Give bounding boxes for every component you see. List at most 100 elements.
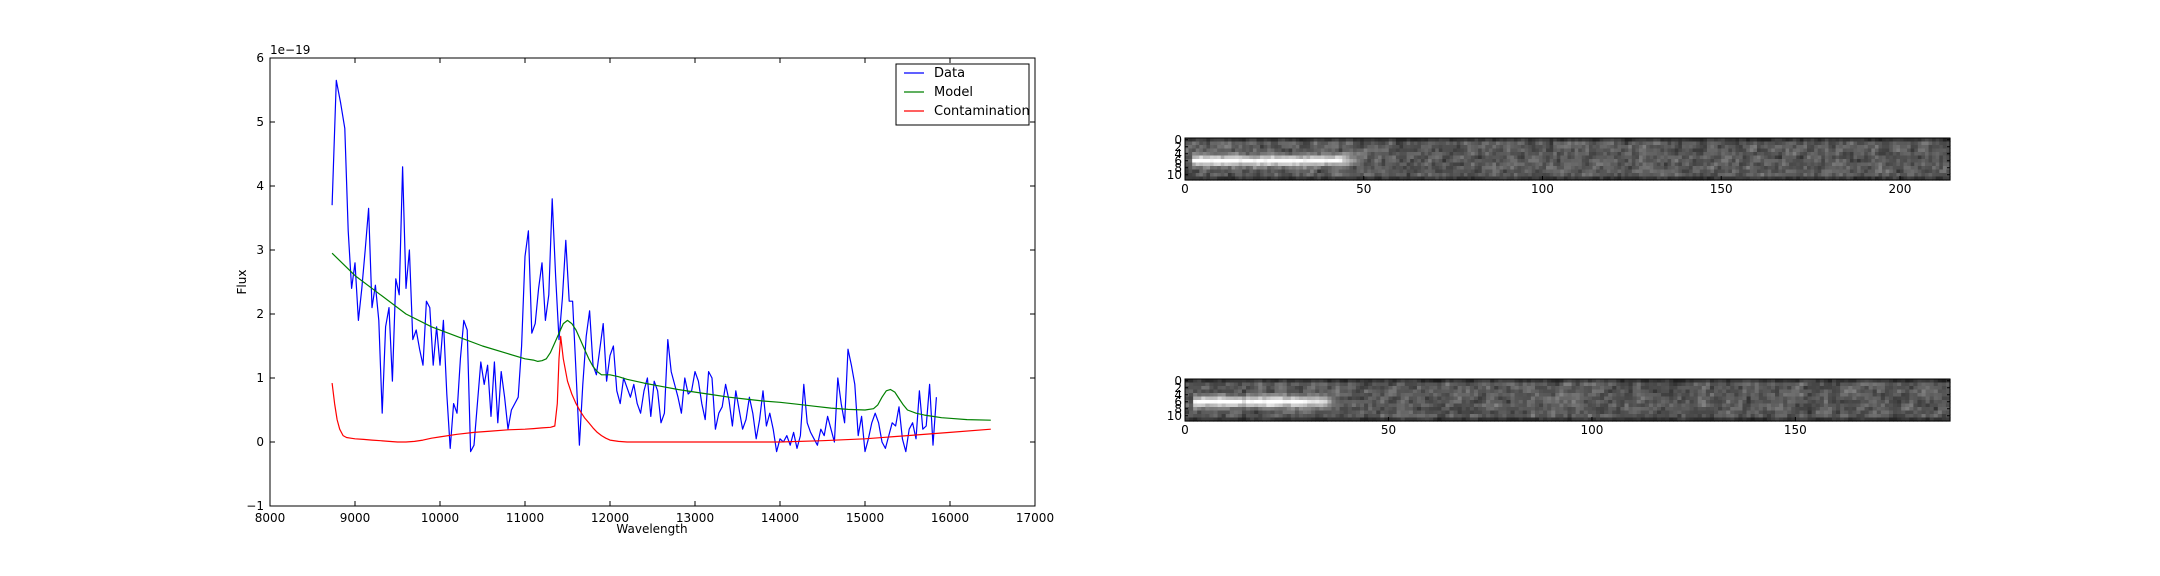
img2-pixel (1559, 417, 1565, 422)
img2-pixel (1502, 393, 1508, 398)
img1-pixel (1846, 166, 1851, 171)
img1-pixel (1814, 155, 1819, 160)
img2-pixel (1844, 410, 1849, 415)
img2-pixel (1941, 417, 1947, 422)
img2-pixel (1941, 389, 1947, 394)
img1-pixel (1717, 173, 1722, 178)
img1-pixel (1617, 141, 1622, 146)
img1-pixel (1899, 155, 1905, 160)
img1-pixel (1724, 166, 1729, 171)
img2-pixel (1343, 386, 1349, 391)
img2-pixel (1823, 382, 1829, 387)
img1-pixel (1220, 148, 1225, 153)
bottom-image-pixels (1185, 379, 1951, 422)
img1-pixel (1803, 138, 1808, 143)
img2-pixel (1559, 403, 1565, 408)
img1-pixel (1796, 159, 1801, 164)
img1-pixel (1302, 145, 1308, 150)
img1-pixel (1274, 148, 1279, 153)
img1-pixel (1631, 159, 1637, 164)
img1-pixel (1453, 141, 1458, 146)
img1-pixel (1252, 148, 1258, 153)
img2-pixel (1587, 386, 1593, 391)
img1-pixel (1410, 162, 1415, 167)
img2-pixel (1441, 417, 1447, 422)
img1-pixel (1227, 166, 1233, 171)
img2-pixel (1384, 396, 1390, 401)
img2-x-tick-label: 100 (1580, 423, 1603, 437)
img1-y-tick-label: 8 (1174, 161, 1182, 175)
img1-pixel (1799, 166, 1805, 171)
img2-pixel (1522, 382, 1528, 387)
img2-pixel (1217, 393, 1223, 398)
img1-pixel (1656, 159, 1662, 164)
img1-pixel (1639, 169, 1644, 174)
img2-pixel (1701, 400, 1707, 405)
img1-pixel (1363, 155, 1368, 160)
img1-pixel (1503, 166, 1508, 171)
img1-pixel (1889, 169, 1894, 174)
img2-pixel (1278, 386, 1284, 391)
img1-pixel (1399, 141, 1404, 146)
img1-pixel (1496, 152, 1501, 157)
img2-pixel (1795, 396, 1801, 401)
img2-pixel (1347, 410, 1353, 415)
img1-pixel (1424, 166, 1429, 171)
img1-pixel (1624, 155, 1629, 160)
img2-pixel (1734, 382, 1740, 387)
img2-pixel (1685, 382, 1691, 387)
img2-pixel (1811, 400, 1817, 405)
img1-pixel (1428, 166, 1433, 171)
img1-pixel (1406, 162, 1411, 167)
img2-pixel (1575, 400, 1581, 405)
img2-pixel (1469, 382, 1475, 387)
img2-pixel (1567, 400, 1573, 405)
img2-pixel (1693, 407, 1699, 412)
img2-pixel (1559, 389, 1565, 394)
img2-pixel (1441, 407, 1447, 412)
img1-pixel (1560, 138, 1565, 143)
img2-pixel (1457, 403, 1463, 408)
img1-pixel (1345, 176, 1351, 181)
img1-pixel (1546, 176, 1551, 181)
img2-pixel (1246, 386, 1251, 391)
img2-pixel (1237, 410, 1243, 415)
img2-pixel (1620, 386, 1626, 391)
img2-pixel (1498, 400, 1503, 405)
img1-pixel (1921, 176, 1926, 181)
img1-pixel (1917, 169, 1922, 174)
img1-pixel (1506, 159, 1511, 164)
img2-pixel (1876, 386, 1882, 391)
img1-pixel (1210, 141, 1215, 146)
img2-pixel (1726, 379, 1731, 384)
img2-pixel (1807, 407, 1813, 412)
img2-pixel (1758, 400, 1764, 405)
img1-pixel (1735, 173, 1740, 178)
img1-pixel (1220, 159, 1225, 164)
img1-pixel (1842, 152, 1847, 157)
img2-pixel (1433, 414, 1438, 419)
img2-pixel (1868, 379, 1874, 384)
img1-pixel (1467, 152, 1472, 157)
img1-pixel (1267, 152, 1272, 157)
img2-pixel (1636, 379, 1642, 384)
img1-pixel (1560, 176, 1565, 181)
img2-pixel (1331, 393, 1337, 398)
img2-pixel (1335, 410, 1341, 415)
img2-pixel (1754, 400, 1760, 405)
img1-pixel (1542, 148, 1547, 153)
img2-pixel (1840, 417, 1845, 422)
img2-pixel (1880, 414, 1886, 419)
img2-pixel (1331, 396, 1337, 401)
img2-pixel (1815, 407, 1821, 412)
img1-pixel (1353, 138, 1358, 143)
img1-pixel (1892, 162, 1897, 167)
img1-pixel (1399, 138, 1404, 143)
img2-pixel (1579, 379, 1585, 384)
img2-pixel (1522, 389, 1528, 394)
img2-pixel (1469, 417, 1475, 422)
img1-pixel (1588, 169, 1594, 174)
img1-pixel (1853, 141, 1858, 146)
img1-pixel (1796, 145, 1801, 150)
